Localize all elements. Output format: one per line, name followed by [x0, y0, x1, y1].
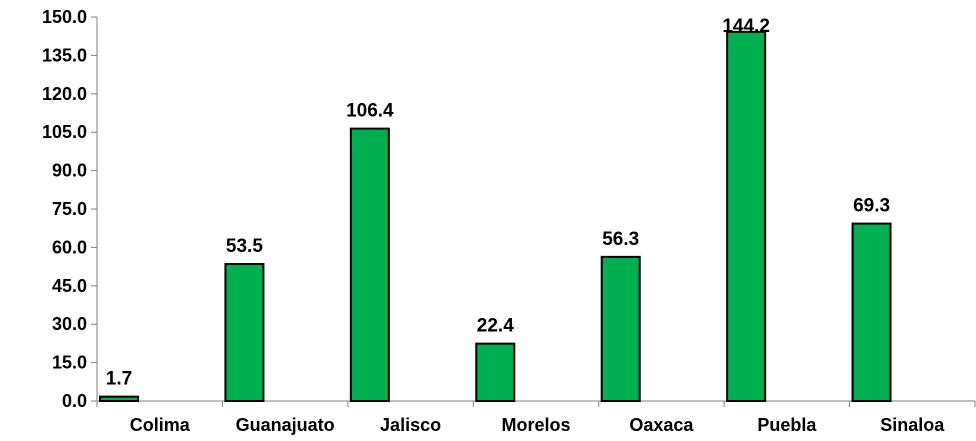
category-label: Sinaloa	[880, 415, 945, 435]
bar	[224, 263, 265, 403]
category-label: Puebla	[757, 415, 817, 435]
y-tick-label: 150.0	[42, 7, 87, 27]
y-tick-label: 30.0	[52, 314, 87, 334]
axes: 0.0 15.0 30.0 45.0 60.0 75.0 90.0 105.0 120.0 135…	[42, 7, 976, 411]
data-label: 1.7	[106, 369, 132, 390]
category-label: Jalisco	[380, 415, 441, 435]
y-tick-label: 75.0	[52, 199, 87, 219]
bars	[99, 30, 892, 403]
bar	[726, 30, 767, 403]
y-tick-label: 0.0	[62, 391, 87, 411]
data-label: 56.3	[602, 229, 639, 250]
y-tick-label: 135.0	[42, 45, 87, 65]
bar	[99, 395, 139, 403]
y-tick-label: 15.0	[52, 353, 87, 373]
labels: 1.7 Colima 53.5 Guanajuato 106.4 Jalisco 22.4 M…	[106, 16, 945, 435]
data-label: 53.5	[226, 236, 263, 257]
data-label: 106.4	[346, 101, 394, 122]
y-tick-label: 120.0	[42, 84, 87, 104]
bar	[600, 255, 641, 403]
category-label: Morelos	[501, 415, 570, 435]
bar	[851, 222, 892, 402]
y-tick-label: 105.0	[42, 122, 87, 142]
y-tick-label: 45.0	[52, 276, 87, 296]
category-label: Guanajuato	[236, 415, 335, 435]
category-label: Colima	[130, 415, 191, 435]
y-tick-label: 90.0	[52, 161, 87, 181]
bar	[475, 342, 516, 403]
data-label: 69.3	[853, 196, 890, 217]
y-tick-label: 60.0	[52, 237, 87, 257]
category-label: Oaxaca	[629, 415, 694, 435]
data-label: 22.4	[477, 316, 514, 337]
bar	[349, 127, 390, 402]
data-label: 144.2	[722, 16, 770, 37]
